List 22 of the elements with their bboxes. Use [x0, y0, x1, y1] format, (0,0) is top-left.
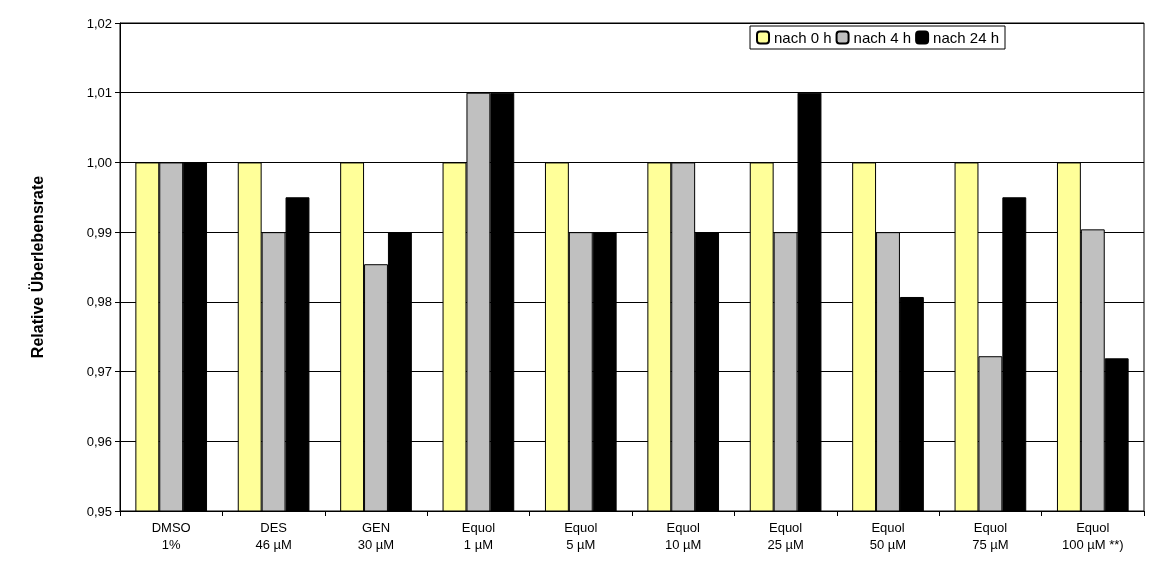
x-tick-label: Equol 100 µM **): [1061, 520, 1124, 552]
y-axis-title: Relative Überlebensrate: [27, 175, 46, 359]
x-tick-label: GEN 30 µM: [357, 520, 395, 552]
x-tick-label: Equol 25 µM: [767, 520, 804, 552]
y-tick-label: 1,02: [86, 15, 112, 31]
legend-label: nach 0 h: [774, 29, 832, 46]
y-tick-label: 0,95: [86, 503, 112, 519]
y-tick-label: 0,99: [86, 224, 112, 240]
x-tick-label: Equol 5 µM: [564, 520, 598, 552]
x-tick-label: Equol 1 µM: [461, 520, 496, 552]
y-tick-label: 0,96: [86, 433, 112, 449]
x-tick-label: DES 46 µM: [255, 520, 292, 552]
y-tick-label: 1,00: [86, 154, 112, 170]
x-tick-label: DMSO 1%: [151, 520, 191, 552]
y-tick-label: 0,97: [86, 364, 112, 380]
legend-label: nach 4 h: [853, 29, 912, 46]
x-tick-label: Equol 75 µM: [972, 520, 1009, 552]
y-tick-label: 1,01: [86, 85, 112, 101]
x-tick-label: Equol 10 µM: [665, 520, 702, 552]
legend-label: nach 24 h: [933, 29, 999, 46]
x-tick-label: Equol 50 µM: [869, 520, 907, 552]
y-tick-label: 0,98: [86, 294, 112, 310]
